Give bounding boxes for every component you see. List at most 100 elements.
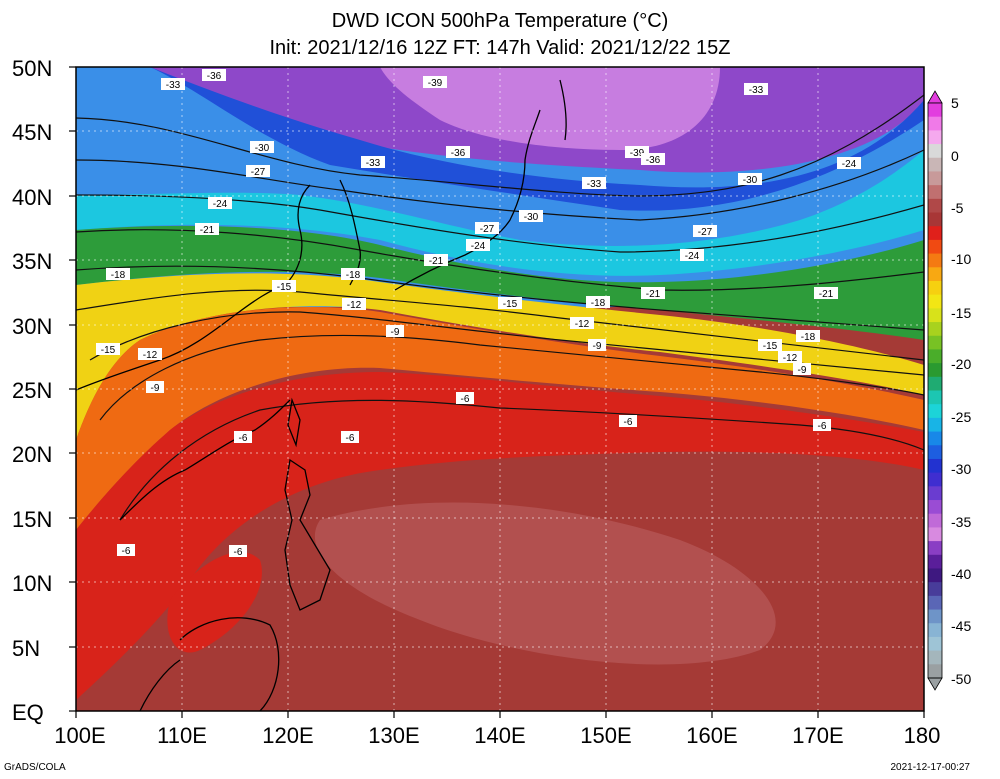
contour-label-text: -9 [798, 365, 807, 376]
colorbar-label: -25 [951, 409, 972, 425]
colorbar-swatch [928, 472, 942, 487]
contour-label-text: -12 [143, 350, 158, 361]
contour-label: -30 [250, 141, 274, 154]
colorbar-swatch [928, 500, 942, 515]
coastline-taiwan [287, 397, 301, 448]
contour-label-bg [475, 222, 499, 234]
contour-label-text: -24 [213, 199, 228, 210]
colorbar-swatch [928, 103, 942, 118]
lon-label: 150E [580, 723, 632, 748]
colorbar-arrow-bottom [927, 677, 943, 691]
contour-label-text: -36 [451, 148, 466, 159]
coastline-asia-mainland [76, 184, 311, 391]
contour-label-bg [272, 280, 296, 292]
colorbar-swatch [928, 198, 942, 214]
colorbar-swatch [928, 267, 942, 282]
contour-label-bg [208, 197, 232, 209]
lon-label: 160E [686, 723, 738, 748]
contour-label-text: -33 [587, 179, 602, 190]
lat-label: 15N [12, 507, 53, 532]
colorbar-swatch [928, 322, 942, 337]
contour-label: -15 [498, 297, 522, 310]
contour-label: -15 [272, 280, 296, 293]
contour-label: -33 [161, 78, 185, 91]
axis-ticks [69, 66, 925, 718]
contour-label-text: -24 [685, 251, 700, 262]
contour-label: -6 [234, 431, 252, 444]
colorbar-label: -15 [951, 305, 972, 321]
colorbar-label: -35 [951, 514, 972, 530]
contour-label: -39 [423, 76, 447, 89]
footer-timestamp: 2021-12-17-00:27 [890, 762, 970, 773]
contour-label: -9 [588, 339, 606, 352]
contour-label: -27 [246, 165, 270, 178]
colorbar-swatch [928, 239, 942, 255]
coastline-south-china [119, 399, 291, 521]
contour-label-text: -15 [277, 282, 292, 293]
contour-label: -9 [793, 363, 811, 376]
colorbar-swatch [928, 116, 942, 131]
contour-label: -21 [641, 287, 665, 300]
contour-label-bg [680, 249, 704, 261]
contour-label-text: -9 [391, 327, 400, 338]
contour-label: -24 [208, 197, 232, 210]
contour-label-text: -21 [819, 289, 834, 300]
lon-label: 180 [903, 723, 941, 748]
contour-label-bg [246, 165, 270, 177]
colorbar-label: -5 [951, 200, 964, 216]
contour-label-text: -24 [471, 241, 486, 252]
colorbar-swatch [928, 171, 942, 186]
contour-label-bg [361, 156, 385, 168]
colorbar-swatch [928, 308, 942, 323]
lat-label: 5N [12, 636, 41, 661]
coastline-borneo [139, 617, 280, 711]
contour-label: -12 [570, 317, 594, 330]
contour-labels: -33-36-39-33-30-27-33-36 -39-36-33 -30-24-… [96, 69, 861, 558]
contour-label-text: -39 [630, 148, 645, 159]
contour-label-bg [446, 146, 470, 158]
colorbar-label: 0 [951, 148, 959, 164]
contour-label-text: -27 [698, 227, 713, 238]
footer-credit: GrADS/COLA [4, 762, 66, 773]
contour-label-bg [117, 544, 135, 556]
contour-label: -18 [341, 268, 365, 281]
contour-label-text: -30 [743, 175, 758, 186]
contour-label-text: -9 [151, 383, 160, 394]
contour-line [89, 311, 924, 376]
contour-line [99, 334, 924, 421]
lon-label: 170E [792, 723, 844, 748]
contour-label-bg [342, 298, 366, 310]
colorbar-swatch [928, 212, 942, 227]
contour-label: -15 [96, 343, 120, 356]
colorbar-swatch [928, 390, 942, 405]
contour-label-text: -12 [347, 300, 362, 311]
contour-label-text: -21 [429, 256, 444, 267]
colorbar-swatch [928, 280, 942, 296]
colorbar-swatch [928, 636, 942, 652]
cyan-band [76, 150, 924, 276]
contour-label: -9 [386, 325, 404, 338]
contour-label-text: -33 [366, 158, 381, 169]
lat-label: 50N [12, 56, 53, 81]
contour-label: -12 [138, 348, 162, 361]
contour-label: -27 [475, 222, 499, 235]
colorbar [927, 90, 943, 691]
colorbar-swatch [928, 609, 942, 624]
colorbar-swatch [928, 294, 942, 309]
contour-label: -6 [813, 419, 831, 432]
contour-label: -36 [446, 146, 470, 159]
contour-label-bg [582, 177, 606, 189]
colorbar-swatch [928, 226, 942, 241]
contour-label-text: -21 [646, 289, 661, 300]
contour-label-text: -27 [480, 224, 495, 235]
colorbar-swatch [928, 431, 942, 446]
lon-label: 120E [262, 723, 314, 748]
contour-label: -9 [146, 381, 164, 394]
lon-label: 100E [54, 723, 106, 748]
contour-line [76, 149, 924, 221]
contour-label-bg [586, 296, 610, 308]
red-patch [167, 552, 262, 653]
contour-label-bg [641, 287, 665, 299]
contour-label-text: -36 [207, 71, 222, 82]
contour-label-bg [146, 381, 164, 393]
